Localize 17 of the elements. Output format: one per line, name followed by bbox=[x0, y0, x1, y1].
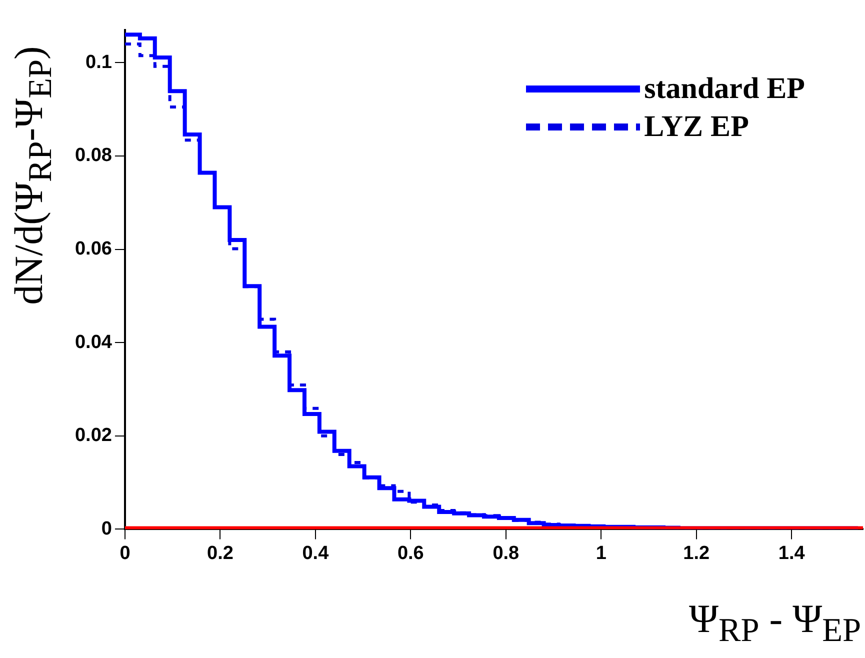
legend-label: standard EP bbox=[644, 72, 805, 106]
x-tick-label: 0.2 bbox=[206, 542, 234, 564]
x-tick-label: 0.6 bbox=[397, 542, 424, 564]
y-tick-label: 0.1 bbox=[86, 52, 112, 73]
y-tick-label: 0.04 bbox=[74, 332, 112, 353]
x-tick-label: 1 bbox=[596, 542, 607, 564]
x-tick-label: 1.4 bbox=[778, 542, 806, 564]
legend-label: LYZ EP bbox=[644, 110, 749, 144]
y-tick-label: 0 bbox=[101, 518, 112, 540]
y-tick-label: 0.02 bbox=[74, 425, 112, 446]
x-tick-label: 0.4 bbox=[302, 542, 330, 564]
x-tick-label: 0 bbox=[120, 542, 130, 564]
x-tick-label: 0.8 bbox=[492, 542, 520, 564]
x-axis-title: Ψ$_{RP}$ - Ψ$_{EP}$ bbox=[688, 595, 861, 650]
y-tick-label: 0.08 bbox=[74, 145, 112, 166]
x-tick-label: 1.2 bbox=[683, 542, 710, 564]
y-tick-label: 0.06 bbox=[74, 238, 112, 260]
